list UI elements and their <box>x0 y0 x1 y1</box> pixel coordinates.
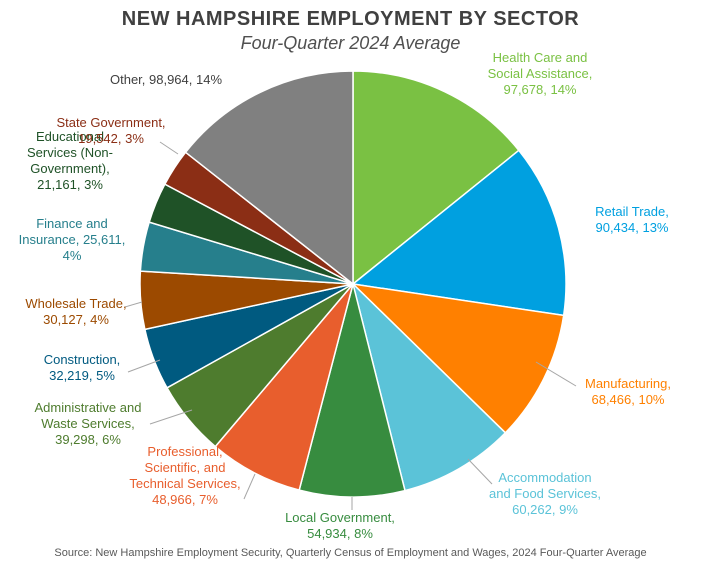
data-label: State Government, 19,542, 3% <box>56 115 165 146</box>
data-label: Other, 98,964, 14% <box>110 72 222 87</box>
pie-slice-other <box>184 70 354 286</box>
data-label: Health Care and Social Assistance, 97,678,… <box>488 50 593 97</box>
pie-slice-local-government <box>298 283 406 498</box>
data-label: Local Government, 54,934, 8% <box>285 510 395 541</box>
leader-line <box>159 141 179 155</box>
chart-title: NEW HAMPSHIRE EMPLOYMENT BY SECTOR <box>121 8 580 30</box>
data-label: Manufacturing, 68,466, 10% <box>585 376 671 407</box>
data-label: Professional, Scientific, and Technical Se… <box>129 444 240 507</box>
leader-line <box>149 409 193 425</box>
data-label: Educational Services (Non-Government), 21,… <box>27 129 113 192</box>
leader-line <box>467 458 493 485</box>
data-label: Administrative and Waste Services, 39,298,… <box>35 400 142 447</box>
pie-slice-retail-trade <box>351 149 567 317</box>
leader-line <box>124 301 143 308</box>
leader-line <box>535 361 577 387</box>
data-label: Accommodation and Food Services, 60,262, 9… <box>489 470 601 517</box>
leader-line <box>127 359 161 373</box>
pie-slice-manufacturing <box>350 282 565 434</box>
data-label: Retail Trade, 90,434, 13% <box>595 204 669 235</box>
data-label: Construction, 32,219, 5% <box>44 352 121 383</box>
source-note: Source: New Hampshire Employment Securit… <box>54 547 647 559</box>
pie-slice-accommodation-and-food-services <box>351 281 507 492</box>
pie-slice-health-care-and-social-assistance <box>352 70 520 286</box>
leader-line <box>243 473 256 500</box>
pie-chart: Health Care and Social Assistance, 97,678,… <box>19 50 671 541</box>
data-label: Wholesale Trade, 30,127, 4% <box>25 296 126 327</box>
chart-subtitle: Four-Quarter 2024 Average <box>240 33 461 53</box>
data-label: Finance and Insurance, 25,611, 4% <box>19 216 126 263</box>
